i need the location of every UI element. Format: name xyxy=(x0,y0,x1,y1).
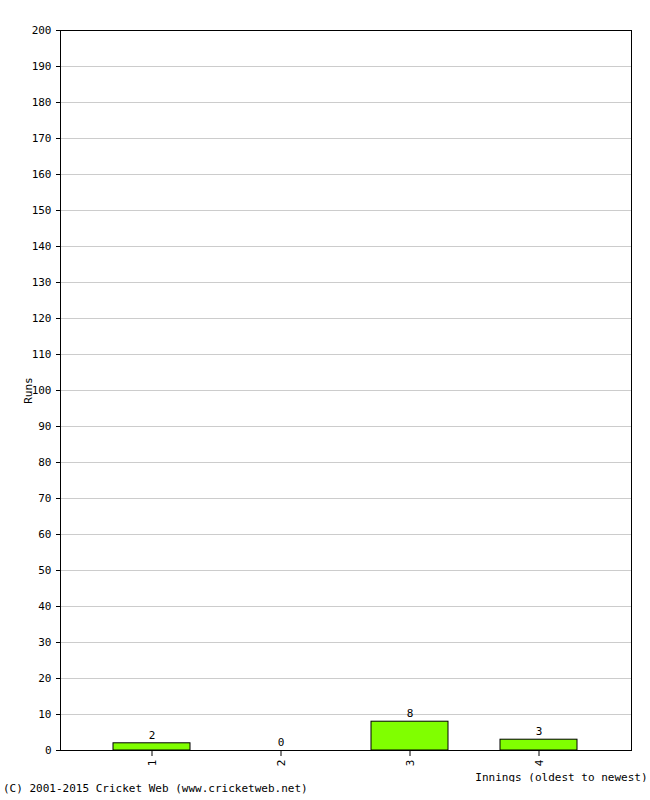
svg-text:50: 50 xyxy=(38,564,51,577)
svg-text:40: 40 xyxy=(38,600,51,613)
svg-text:3: 3 xyxy=(536,725,543,738)
svg-text:200: 200 xyxy=(32,24,52,37)
svg-text:90: 90 xyxy=(38,420,51,433)
svg-text:170: 170 xyxy=(32,132,52,145)
svg-text:Runs: Runs xyxy=(22,377,35,404)
svg-text:10: 10 xyxy=(38,708,51,721)
svg-text:130: 130 xyxy=(32,276,52,289)
svg-text:30: 30 xyxy=(38,636,51,649)
svg-text:60: 60 xyxy=(38,528,51,541)
svg-text:1: 1 xyxy=(146,760,159,767)
svg-text:110: 110 xyxy=(32,348,52,361)
svg-text:190: 190 xyxy=(32,60,52,73)
svg-text:3: 3 xyxy=(404,760,417,767)
svg-text:0: 0 xyxy=(45,744,52,757)
svg-text:2: 2 xyxy=(149,729,156,742)
svg-text:Innings (oldest to newest): Innings (oldest to newest) xyxy=(475,771,647,783)
svg-text:100: 100 xyxy=(31,384,52,397)
svg-text:8: 8 xyxy=(407,707,414,720)
svg-text:20: 20 xyxy=(38,672,51,685)
svg-text:4: 4 xyxy=(533,759,546,766)
html-text:(C) 2001-2015 Cricket Web (www: (C) 2001-2015 Cricket Web (www.cricketwe… xyxy=(3,782,308,795)
svg-text:180: 180 xyxy=(32,96,52,109)
svg-text:2: 2 xyxy=(275,760,288,767)
svg-text:160: 160 xyxy=(32,168,52,181)
svg-text:70: 70 xyxy=(38,492,51,505)
svg-text:140: 140 xyxy=(32,240,52,253)
svg-text:120: 120 xyxy=(32,312,52,325)
svg-text:0: 0 xyxy=(278,736,285,749)
svg-text:80: 80 xyxy=(38,456,51,469)
svg-text:150: 150 xyxy=(32,204,52,217)
